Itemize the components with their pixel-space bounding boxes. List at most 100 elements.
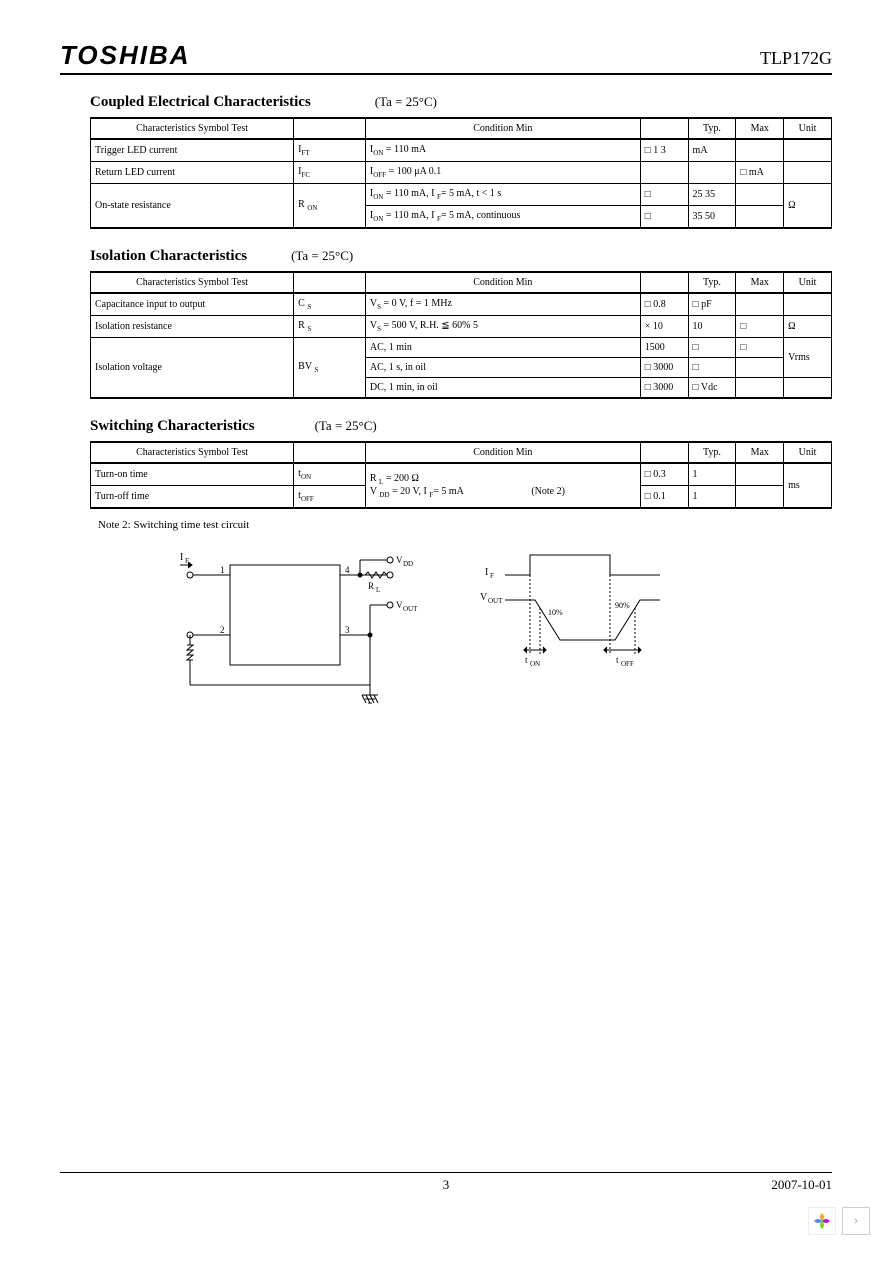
cell: IFC xyxy=(294,162,366,184)
cell: □ 3000 xyxy=(640,378,688,399)
temp-note: (Ta = 25°C) xyxy=(291,248,353,263)
brand-logo: TOSHIBA xyxy=(60,40,191,71)
cell: 1500 xyxy=(640,338,688,358)
cell: ION = 110 mA, I F= 5 mA, t < 1 s xyxy=(365,184,640,206)
cell: □ xyxy=(688,338,736,358)
cell: 25 35 xyxy=(688,184,736,206)
cell: 1 xyxy=(688,463,736,486)
th-min xyxy=(640,118,688,139)
cell xyxy=(736,358,784,378)
th xyxy=(640,442,688,463)
cell: mA xyxy=(688,139,736,162)
th-sym xyxy=(294,118,366,139)
cell: R L = 200 ΩV DD = 20 V, I F= 5 mA (Note … xyxy=(365,463,640,508)
coupled-table: Characteristics Symbol Test Condition Mi… xyxy=(90,117,832,229)
cell: ION = 110 mA xyxy=(365,139,640,162)
svg-text:90%: 90% xyxy=(615,601,630,610)
section-title: Switching Characteristics xyxy=(90,418,255,434)
cell: AC, 1 min xyxy=(365,338,640,358)
th: Characteristics Symbol Test xyxy=(91,272,294,293)
table-row: On-state resistance R ON ION = 110 mA, I… xyxy=(91,184,832,206)
page-number: 3 xyxy=(443,1177,450,1193)
page-footer: 3 2007-10-01 xyxy=(60,1172,832,1193)
cell: □ Vdc xyxy=(688,378,736,399)
cell: □ 3000 xyxy=(640,358,688,378)
cell: □ 0.8 xyxy=(640,293,688,316)
temp-note: (Ta = 25°C) xyxy=(375,94,437,109)
table-row: Isolation resistance R S VS = 500 V, R.H… xyxy=(91,316,832,338)
cell: On-state resistance xyxy=(91,184,294,229)
cell: Turn-on time xyxy=(91,463,294,486)
cell: IFT xyxy=(294,139,366,162)
cell: □ mA xyxy=(736,162,784,184)
cell: □ 0.3 xyxy=(640,463,688,486)
cell: VS = 0 V, f = 1 MHz xyxy=(365,293,640,316)
svg-text:10%: 10% xyxy=(548,608,563,617)
cell: Turn-off time xyxy=(91,486,294,509)
svg-text:t: t xyxy=(616,655,619,665)
cell: ION = 110 mA, I F= 5 mA, continuous xyxy=(365,206,640,229)
footer-date: 2007-10-01 xyxy=(771,1177,832,1193)
cell xyxy=(736,463,784,486)
svg-text:OFF: OFF xyxy=(621,660,634,668)
cell: × 10 xyxy=(640,316,688,338)
cell: Return LED current xyxy=(91,162,294,184)
th-cond: Condition Min xyxy=(365,118,640,139)
svg-text:1: 1 xyxy=(220,565,225,575)
part-number: TLP172G xyxy=(760,48,832,69)
cell xyxy=(736,378,784,399)
table-row: Trigger LED current IFT ION = 110 mA □ 1… xyxy=(91,139,832,162)
cell xyxy=(784,378,832,399)
cell: VS = 500 V, R.H. ≦ 60% 5 xyxy=(365,316,640,338)
cell: Ω xyxy=(784,316,832,338)
cell: □ 1 3 xyxy=(640,139,688,162)
cell: C S xyxy=(294,293,366,316)
svg-text:2: 2 xyxy=(220,625,225,635)
cell: □ xyxy=(640,184,688,206)
table-row: Capacitance input to output C S VS = 0 V… xyxy=(91,293,832,316)
isolation-table: Characteristics Symbol Test Condition Mi… xyxy=(90,271,832,399)
cell: 35 50 xyxy=(688,206,736,229)
table-row: Return LED current IFC IOFF = 100 μA 0.1… xyxy=(91,162,832,184)
cell xyxy=(784,162,832,184)
cell: Isolation resistance xyxy=(91,316,294,338)
provider-logo-icon[interactable] xyxy=(808,1207,836,1235)
cell xyxy=(736,206,784,229)
th xyxy=(294,442,366,463)
th xyxy=(294,272,366,293)
svg-text:4: 4 xyxy=(345,565,350,575)
page-header: TOSHIBA TLP172G xyxy=(60,40,832,75)
switching-table: Characteristics Symbol Test Condition Mi… xyxy=(90,441,832,509)
cell: 10 xyxy=(688,316,736,338)
svg-text:DD: DD xyxy=(403,560,413,568)
cell: R ON xyxy=(294,184,366,229)
th: Condition Min xyxy=(365,442,640,463)
th-unit: Unit xyxy=(784,118,832,139)
cell: DC, 1 min, in oil xyxy=(365,378,640,399)
th-char: Characteristics Symbol Test xyxy=(91,118,294,139)
cell xyxy=(784,139,832,162)
section-switching: Switching Characteristics (Ta = 25°C) Ch… xyxy=(90,417,832,509)
cell xyxy=(640,162,688,184)
section-coupled: Coupled Electrical Characteristics (Ta =… xyxy=(90,93,832,229)
svg-text:OUT: OUT xyxy=(403,605,418,613)
cell: R S xyxy=(294,316,366,338)
svg-text:V: V xyxy=(480,592,488,603)
note-2: Note 2: Switching time test circuit xyxy=(98,519,832,531)
cell: AC, 1 s, in oil xyxy=(365,358,640,378)
cell: Capacitance input to output xyxy=(91,293,294,316)
svg-text:I: I xyxy=(485,567,488,578)
circuit-diagram: 1 IF 2 4 VDD RL 3 xyxy=(160,545,420,715)
cell xyxy=(736,139,784,162)
cell: BV S xyxy=(294,338,366,399)
th: Max xyxy=(736,442,784,463)
svg-text:ON: ON xyxy=(530,660,540,668)
cell: □ xyxy=(688,358,736,378)
chevron-right-icon: › xyxy=(854,1213,859,1229)
table-row: Isolation voltage BV S AC, 1 min 1500 □ … xyxy=(91,338,832,358)
section-isolation: Isolation Characteristics (Ta = 25°C) Ch… xyxy=(90,247,832,399)
th: Typ. xyxy=(688,442,736,463)
next-page-button[interactable]: › xyxy=(842,1207,870,1235)
cell: □ 0.1 xyxy=(640,486,688,509)
cell: □ xyxy=(640,206,688,229)
